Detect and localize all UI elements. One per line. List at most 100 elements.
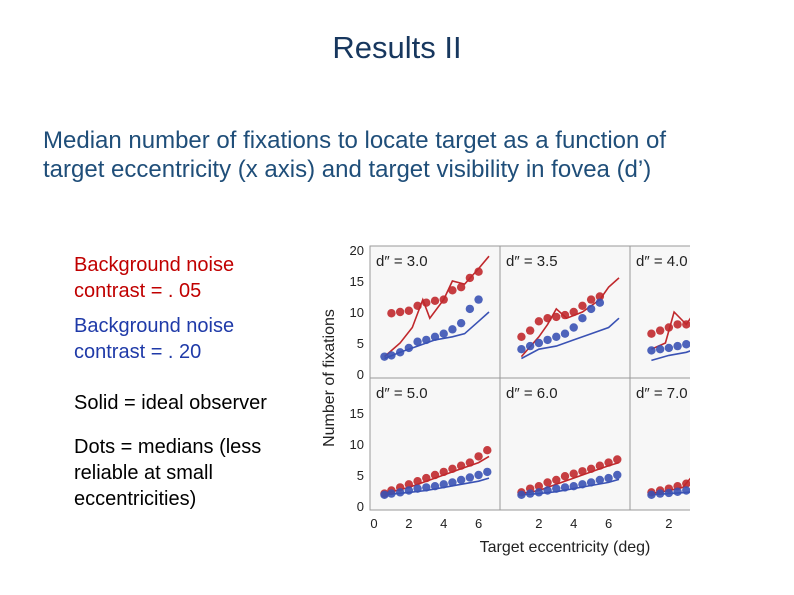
- x-tick-label: 0: [370, 516, 377, 531]
- median-dot-blue: [664, 343, 674, 353]
- median-dot-blue: [474, 470, 483, 480]
- median-dot-red: [465, 458, 475, 467]
- y-tick-label: 0: [357, 499, 364, 514]
- median-dot-blue: [664, 488, 674, 498]
- median-dot-blue: [655, 489, 665, 498]
- median-dot-blue: [613, 470, 622, 480]
- median-dot-red: [647, 329, 656, 338]
- x-tick-label: 6: [605, 516, 612, 531]
- median-dot-red: [664, 323, 674, 332]
- median-dot-red: [465, 273, 475, 283]
- y-tick-label: 5: [357, 468, 364, 483]
- median-dot-blue: [534, 338, 544, 348]
- median-dot-blue: [483, 467, 492, 477]
- median-dot-red: [560, 472, 570, 481]
- panel-label: d″ = 4.0: [636, 253, 688, 270]
- x-tick-label: 4: [570, 516, 577, 531]
- slide-title: Results II: [332, 30, 462, 65]
- median-dot-red: [560, 310, 570, 320]
- median-dot-red: [430, 470, 440, 480]
- median-dot-red: [595, 292, 605, 301]
- median-dot-blue: [673, 341, 682, 351]
- median-dot-blue: [430, 481, 440, 491]
- median-dot-red: [448, 464, 457, 473]
- panel-label: d″ = 6.0: [506, 385, 558, 402]
- median-dot-blue: [456, 318, 466, 328]
- median-dot-blue: [413, 484, 422, 493]
- median-dot-red: [525, 326, 535, 335]
- median-dot-blue: [456, 475, 466, 485]
- median-dot-red: [517, 332, 526, 341]
- median-dot-red: [430, 296, 440, 306]
- legend-red-text: Background noise contrast = . 05: [74, 254, 235, 302]
- median-dot-red: [595, 461, 605, 470]
- x-axis-label: Target eccentricity (deg): [480, 539, 651, 556]
- median-dot-blue: [655, 345, 665, 354]
- median-dot-red: [543, 478, 552, 487]
- median-dot-blue: [534, 488, 544, 497]
- median-dot-blue: [682, 486, 690, 495]
- median-dot-red: [413, 301, 422, 310]
- median-dot-red: [404, 480, 414, 489]
- median-dot-red: [673, 320, 682, 329]
- median-dot-blue: [586, 478, 596, 487]
- median-dot-red: [448, 286, 457, 295]
- dots-note-text: Dots = medians (less reliable at small e…: [74, 436, 262, 510]
- median-dot-red: [682, 320, 690, 329]
- median-dot-blue: [387, 489, 396, 498]
- median-dot-blue: [543, 486, 552, 495]
- median-dot-blue: [422, 335, 431, 345]
- legend-blue-text: Background noise contrast = . 20: [74, 315, 235, 363]
- median-dot-red: [682, 479, 690, 488]
- median-dot-blue: [380, 490, 389, 500]
- median-dot-red: [569, 307, 578, 317]
- median-dot-blue: [448, 478, 457, 487]
- median-dot-red: [534, 481, 544, 491]
- median-dot-red: [483, 446, 492, 455]
- median-dot-blue: [525, 489, 535, 498]
- median-dot-blue: [404, 343, 414, 353]
- y-axis-label: Number of fixations: [321, 309, 338, 447]
- panel-label: d″ = 3.5: [506, 253, 558, 270]
- median-dot-red: [604, 458, 613, 467]
- main-description: Median number of fixations to locate tar…: [43, 127, 667, 183]
- panel-label: d″ = 7.0: [636, 385, 688, 402]
- panel-frame: [629, 245, 690, 379]
- median-dot-red: [422, 473, 431, 483]
- y-tick-label: 10: [350, 437, 364, 452]
- x-tick-label: 2: [535, 516, 542, 531]
- median-dot-blue: [474, 295, 483, 304]
- median-dot-blue: [604, 473, 613, 483]
- y-tick-label: 20: [350, 243, 364, 258]
- median-dot-blue: [682, 340, 690, 349]
- median-dot-blue: [517, 490, 526, 500]
- median-dot-blue: [595, 475, 605, 485]
- median-dot-blue: [647, 346, 656, 355]
- y-tick-label: 5: [357, 336, 364, 351]
- median-dot-blue: [439, 480, 448, 489]
- x-tick-label: 6: [475, 516, 482, 531]
- median-dot-blue: [404, 486, 414, 495]
- median-dot-blue: [430, 332, 440, 341]
- median-dot-red: [569, 469, 578, 478]
- ideal-observer-line-blue: [651, 350, 690, 362]
- median-dot-red: [413, 477, 422, 486]
- panel-label: d″ = 3.0: [376, 253, 428, 270]
- median-dot-red: [387, 309, 396, 318]
- median-dot-blue: [395, 488, 405, 497]
- median-dot-blue: [395, 348, 405, 357]
- y-tick-label: 0: [357, 367, 364, 382]
- median-dot-blue: [569, 481, 578, 491]
- median-dot-blue: [465, 304, 475, 314]
- median-dot-blue: [569, 323, 578, 332]
- median-dot-red: [456, 283, 466, 292]
- median-dot-blue: [595, 298, 605, 307]
- median-dot-blue: [517, 345, 526, 354]
- ideal-observer-line-blue: [521, 317, 620, 360]
- median-dot-red: [439, 295, 448, 304]
- median-dot-red: [578, 467, 587, 476]
- median-dot-blue: [525, 341, 535, 351]
- median-dot-red: [534, 317, 544, 326]
- median-dot-red: [578, 301, 587, 310]
- median-dot-red: [474, 267, 483, 276]
